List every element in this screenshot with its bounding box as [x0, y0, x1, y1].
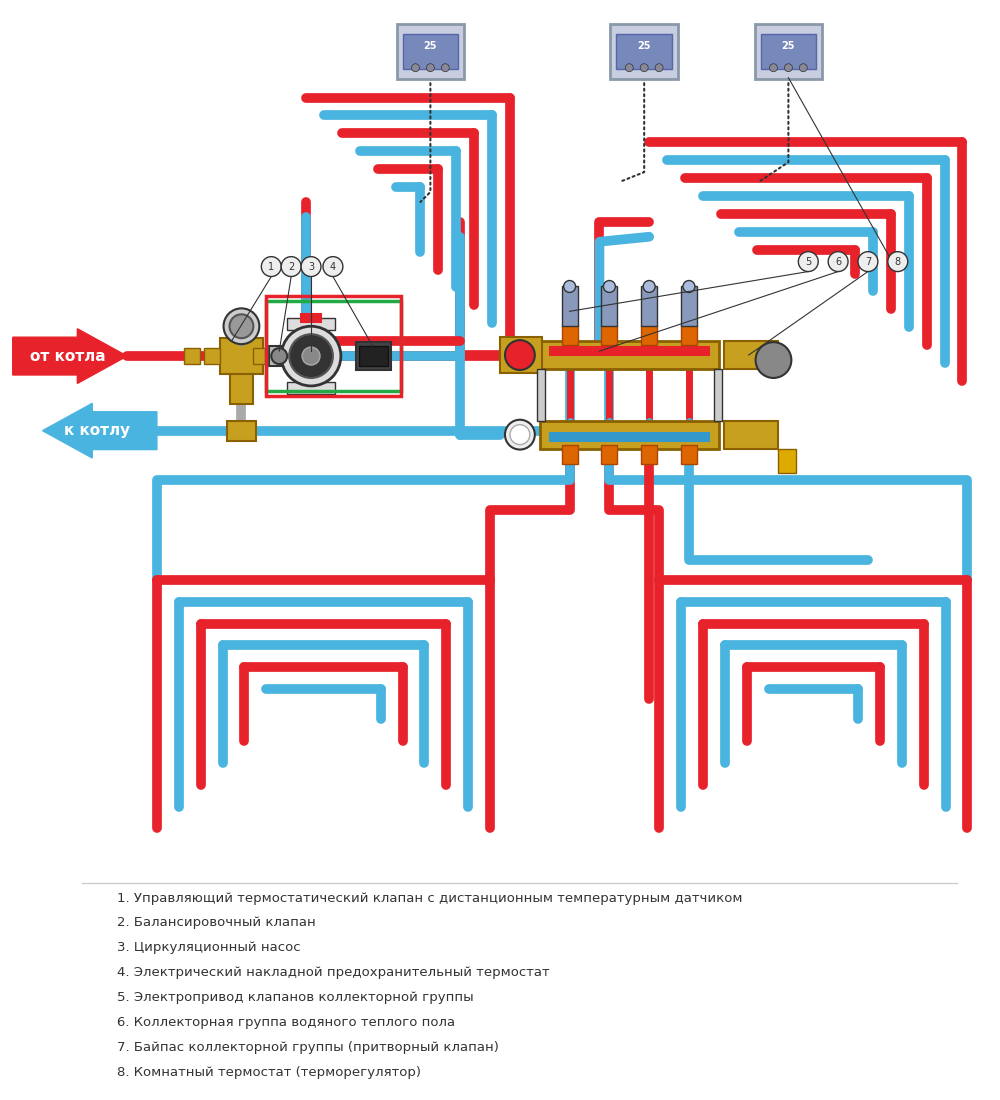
Bar — [641, 286, 657, 327]
FancyArrow shape — [43, 404, 157, 458]
Bar — [220, 338, 263, 374]
Bar — [227, 420, 256, 441]
Text: 2: 2 — [288, 262, 294, 272]
Text: 6. Коллекторная группа водяного теплого пола: 6. Коллекторная группа водяного теплого … — [117, 1016, 455, 1028]
Text: 25: 25 — [424, 41, 437, 51]
Bar — [287, 318, 335, 330]
Bar — [778, 449, 796, 473]
Bar — [601, 286, 617, 327]
Text: от котла: от котла — [30, 349, 105, 364]
Circle shape — [301, 256, 321, 276]
Circle shape — [281, 327, 341, 386]
Bar — [641, 326, 657, 345]
Bar — [755, 24, 822, 78]
Circle shape — [564, 280, 576, 293]
Circle shape — [323, 256, 343, 276]
Bar — [616, 34, 672, 68]
Bar — [724, 420, 778, 449]
Text: 25: 25 — [637, 41, 651, 51]
Bar — [761, 34, 816, 68]
Bar — [537, 368, 545, 420]
Circle shape — [799, 64, 807, 72]
Bar — [550, 348, 709, 355]
Circle shape — [426, 64, 434, 72]
Circle shape — [505, 420, 535, 450]
Text: 2. Балансировочный клапан: 2. Балансировочный клапан — [117, 916, 316, 930]
Circle shape — [289, 334, 333, 378]
Circle shape — [756, 342, 791, 378]
Circle shape — [655, 64, 663, 72]
Bar — [562, 326, 578, 345]
Bar — [562, 444, 578, 464]
Circle shape — [271, 348, 287, 364]
Bar — [253, 348, 269, 364]
Bar — [601, 326, 617, 345]
Circle shape — [281, 256, 301, 276]
Bar — [681, 326, 697, 345]
Circle shape — [888, 252, 908, 272]
Text: 1: 1 — [268, 262, 274, 272]
Text: 4: 4 — [330, 262, 336, 272]
Text: 6: 6 — [835, 256, 841, 266]
Bar — [681, 286, 697, 327]
Bar — [301, 315, 321, 322]
Circle shape — [643, 280, 655, 293]
Circle shape — [603, 280, 615, 293]
Text: 7. Байпас коллекторной группы (притворный клапан): 7. Байпас коллекторной группы (притворны… — [117, 1041, 499, 1054]
Bar — [610, 24, 678, 78]
Circle shape — [230, 315, 253, 338]
Text: 3. Циркуляционный насос: 3. Циркуляционный насос — [117, 942, 301, 955]
Bar — [500, 338, 542, 373]
Text: 4. Электрический накладной предохранительный термостат: 4. Электрический накладной предохранител… — [117, 966, 550, 979]
Bar — [184, 348, 200, 364]
Circle shape — [828, 252, 848, 272]
Bar — [273, 348, 289, 364]
Circle shape — [441, 64, 449, 72]
Bar — [359, 346, 388, 366]
Bar — [403, 34, 458, 68]
Bar — [230, 374, 253, 404]
Bar — [601, 444, 617, 464]
Circle shape — [769, 64, 777, 72]
Text: 25: 25 — [782, 41, 795, 51]
Text: 8: 8 — [895, 256, 901, 266]
Circle shape — [261, 256, 281, 276]
Circle shape — [625, 64, 633, 72]
Circle shape — [784, 64, 792, 72]
Bar — [724, 341, 778, 368]
Bar — [714, 368, 722, 420]
FancyArrow shape — [13, 329, 127, 384]
Circle shape — [858, 252, 878, 272]
Circle shape — [683, 280, 695, 293]
Text: 3: 3 — [308, 262, 314, 272]
Bar — [562, 286, 578, 327]
Text: 1. Управляющий термостатический клапан с дистанционным температурным датчиком: 1. Управляющий термостатический клапан с… — [117, 892, 743, 904]
Bar — [681, 444, 697, 464]
Circle shape — [640, 64, 648, 72]
Bar — [204, 348, 220, 364]
Bar — [550, 432, 709, 441]
Circle shape — [302, 348, 320, 365]
Bar — [356, 342, 391, 370]
Circle shape — [224, 308, 259, 344]
Text: 5. Электропривод клапанов коллекторной группы: 5. Электропривод клапанов коллекторной г… — [117, 991, 474, 1004]
Bar — [287, 382, 335, 394]
Text: 5: 5 — [805, 256, 811, 266]
Circle shape — [411, 64, 419, 72]
Bar — [269, 346, 289, 366]
Text: к котлу: к котлу — [64, 424, 130, 438]
Circle shape — [505, 340, 535, 370]
Bar — [641, 444, 657, 464]
Circle shape — [510, 425, 530, 444]
Bar — [397, 24, 464, 78]
Text: 7: 7 — [865, 256, 871, 266]
Bar — [540, 341, 719, 368]
Circle shape — [798, 252, 818, 272]
Text: 8. Комнатный термостат (терморегулятор): 8. Комнатный термостат (терморегулятор) — [117, 1066, 421, 1079]
Bar — [540, 420, 719, 449]
